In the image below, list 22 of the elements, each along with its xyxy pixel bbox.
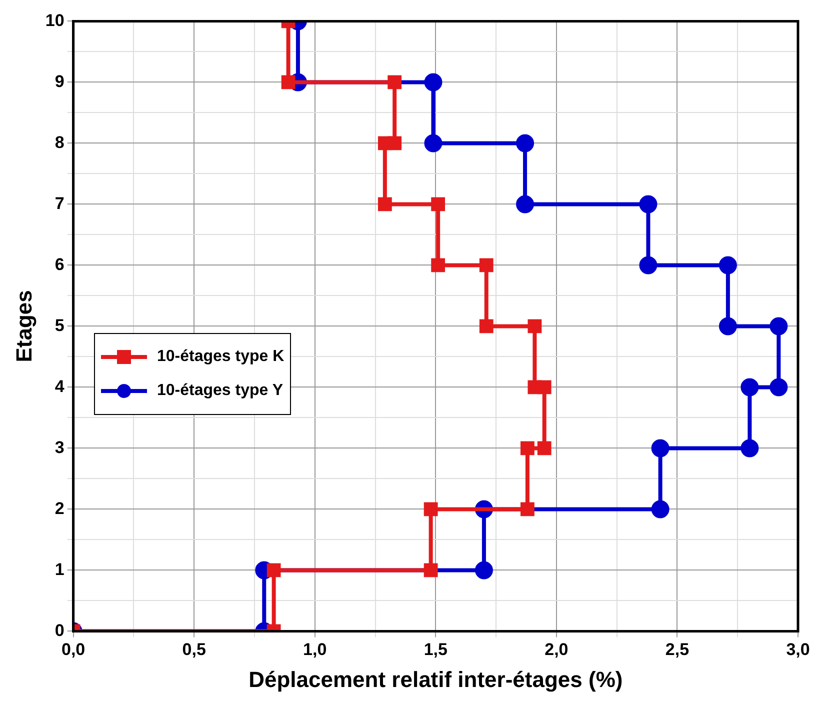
x-tick-label: 0,5 (182, 640, 206, 660)
y-tick-label: 7 (54, 194, 64, 213)
y-tick-label: 2 (54, 498, 64, 518)
y-tick-label: 4 (54, 376, 65, 396)
y-axis-title: Etages (11, 290, 36, 362)
legend-label: 10-étages type K (157, 348, 284, 366)
y-tick-label: 5 (54, 316, 64, 335)
y-tick-label: 6 (54, 254, 64, 274)
y-tick-label: 0 (54, 620, 64, 640)
y-tick-label: 8 (54, 132, 64, 152)
y-tick-label: 1 (54, 560, 64, 579)
y-tick-label: 9 (54, 72, 64, 91)
x-tick-label: 3,0 (786, 640, 810, 660)
x-tick-label: 1,0 (303, 640, 327, 660)
x-tick-label: 2,5 (665, 640, 690, 660)
x-axis-title: Déplacement relatif inter-étages (%) (248, 666, 623, 692)
y-tick-label: 10 (45, 10, 64, 30)
legend-label: 10-étages type Y (157, 382, 283, 400)
x-tick-label: 1,5 (424, 640, 448, 660)
x-tick-label: 2,0 (544, 640, 568, 660)
y-tick-label: 3 (54, 438, 64, 457)
x-tick-label: 0,0 (61, 640, 86, 660)
